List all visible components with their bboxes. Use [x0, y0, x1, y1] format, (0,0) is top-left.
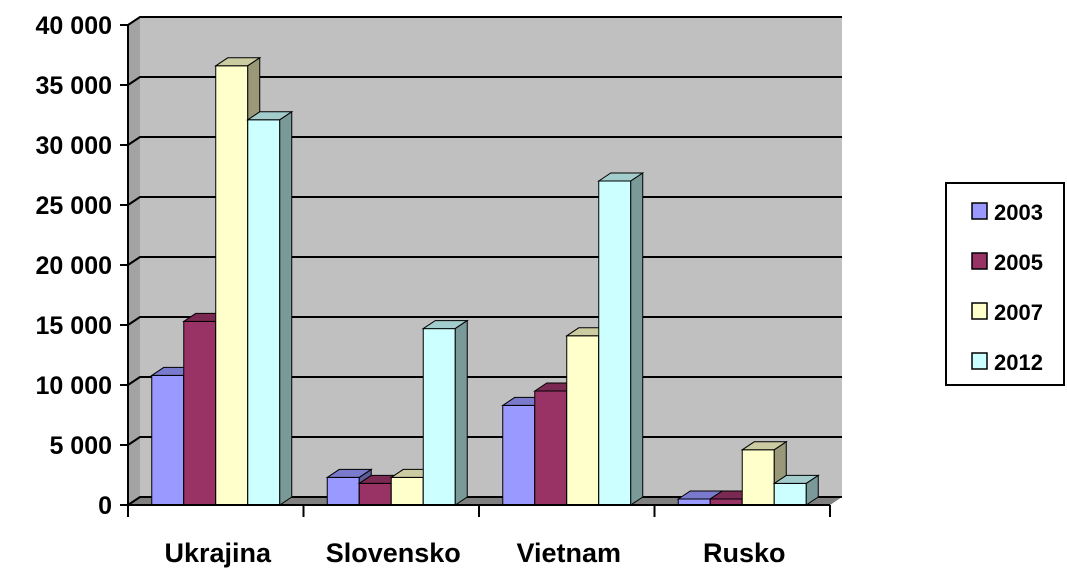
bar-front [566, 335, 600, 506]
x-category-label: Slovensko [326, 538, 461, 568]
legend-label: 2012 [994, 350, 1043, 375]
legend-box [945, 182, 1065, 386]
bar-front [247, 119, 281, 506]
bar-front [534, 390, 568, 506]
bar-front [215, 65, 249, 506]
bar-front [773, 482, 807, 506]
bar [772, 474, 820, 506]
legend: 2003 2005 2007 2012 [945, 182, 1065, 386]
x-category-label: Vietnam [516, 538, 621, 568]
legend-swatch [971, 352, 988, 370]
legend-label: 2003 [994, 200, 1043, 225]
axes [120, 24, 831, 517]
bar-front [502, 404, 536, 506]
y-tick-label: 20 000 [36, 252, 112, 280]
bar [421, 319, 469, 506]
bar [597, 172, 645, 506]
legend-label: 2005 [994, 250, 1043, 275]
bar-front [390, 476, 424, 506]
y-tick-label: 0 [98, 492, 112, 520]
x-category-label: Ukrajina [164, 538, 272, 568]
y-tick-label: 35 000 [36, 72, 112, 100]
bar-front [151, 374, 185, 506]
bar-side [630, 172, 644, 506]
bar [246, 110, 294, 506]
bar-front [422, 328, 456, 506]
gridline [127, 76, 842, 86]
gridline [127, 16, 842, 26]
y-tick-label: 5 000 [49, 432, 112, 460]
bar-side [279, 110, 293, 506]
y-tick-label: 40 000 [36, 12, 112, 40]
legend-swatch [971, 202, 988, 220]
bar-side [454, 319, 468, 506]
y-tick-label: 25 000 [36, 192, 112, 220]
bar-front [326, 476, 360, 506]
y-tick-label: 10 000 [36, 372, 112, 400]
bar-front [741, 449, 775, 506]
bar-front [183, 320, 217, 506]
y-axis-tick-labels: 0 5 000 10 000 15 000 20 000 25 000 30 000 35 0… [36, 12, 112, 520]
bar-front [598, 180, 632, 506]
x-axis-category-labels: Ukrajina Slovensko Vietnam Rusko [164, 538, 785, 568]
legend-swatch [971, 302, 988, 320]
legend-swatch [971, 252, 988, 270]
x-category-label: Rusko [703, 538, 786, 568]
legend-label: 2007 [994, 300, 1043, 325]
bar-front [358, 482, 392, 506]
y-tick-label: 30 000 [36, 132, 112, 160]
bar-side [805, 474, 819, 506]
y-tick-label: 15 000 [36, 312, 112, 340]
gridline [127, 136, 842, 146]
chart-floor [128, 497, 842, 505]
